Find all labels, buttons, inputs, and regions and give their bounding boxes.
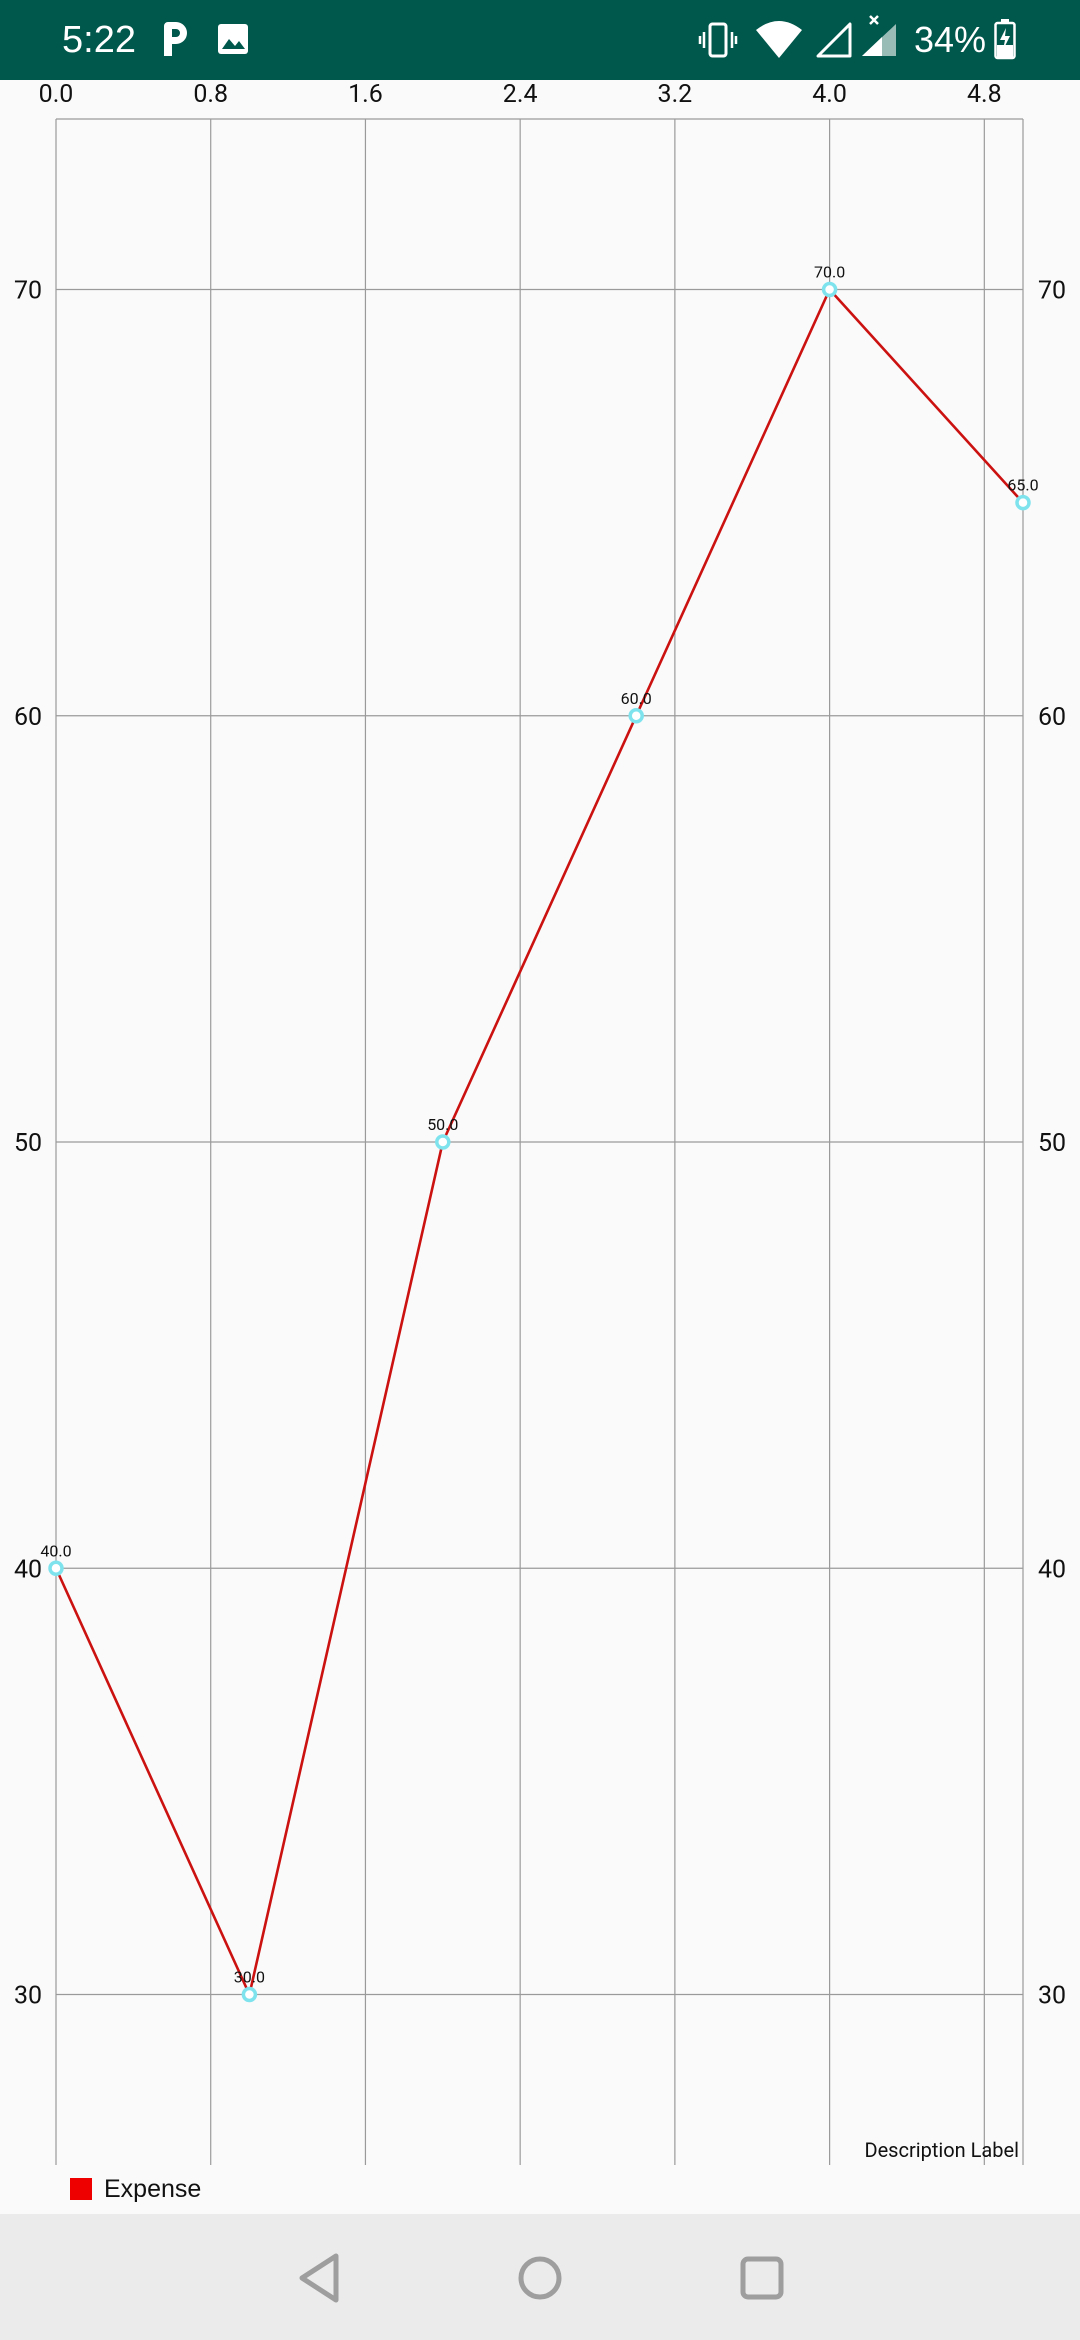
y-left-tick-label: 50: [14, 1129, 42, 1158]
signal-icon: [862, 15, 896, 56]
y-left-tick-label: 60: [14, 703, 42, 732]
home-icon[interactable]: [504, 2242, 576, 2314]
x-tick-label: 1.6: [348, 80, 383, 109]
data-value-label: 60.0: [621, 689, 652, 708]
back-icon[interactable]: [284, 2242, 356, 2314]
data-point: [628, 708, 644, 724]
signal-empty-icon: [816, 22, 852, 58]
status-time: 5:22: [62, 19, 136, 61]
data-value-label: 70.0: [814, 263, 845, 282]
data-value-label: 65.0: [1007, 476, 1038, 495]
line-chart[interactable]: 0.0 0.8 1.6 2.4 3.2 4.0 4.8 30 40 50 60 70 30 40 50 60 7…: [0, 80, 1080, 2214]
data-point: [821, 281, 838, 298]
battery-charging-icon: [994, 19, 1016, 60]
y-right-tick-label: 70: [1038, 277, 1066, 306]
x-tick-label: 0.8: [193, 80, 228, 109]
y-right-tick-label: 30: [1038, 1982, 1066, 2011]
y-left-tick-label: 70: [14, 277, 42, 306]
data-value-label: 30.0: [234, 1968, 265, 1987]
y-right-tick-label: 50: [1038, 1129, 1066, 1158]
data-value-label: 50.0: [427, 1115, 458, 1134]
description-label: Description Label: [864, 2138, 1019, 2162]
y-left-tick-label: 40: [14, 1555, 42, 1584]
parking-icon: [164, 22, 187, 56]
y-right-tick-label: 40: [1038, 1555, 1066, 1584]
recents-icon[interactable]: [726, 2242, 798, 2314]
line-chart-svg[interactable]: 0.0 0.8 1.6 2.4 3.2 4.0 4.8 30 40 50 60 70 30 40 50 60 7…: [0, 80, 1080, 2214]
battery-percent: 34%: [914, 19, 987, 60]
legend-label-expense: Expense: [104, 2175, 202, 2203]
image-icon: [218, 24, 248, 54]
legend-swatch-expense: [70, 2178, 92, 2200]
x-tick-label: 4.8: [967, 80, 1002, 109]
status-bar: 5:22 34%: [0, 0, 1080, 80]
navigation-bar: [0, 2214, 1080, 2340]
data-point: [1015, 494, 1031, 511]
x-tick-label: 0.0: [39, 80, 74, 109]
data-point: [435, 1134, 451, 1150]
x-tick-label: 4.0: [812, 80, 847, 109]
series-line-expense: [54, 288, 1024, 1996]
y-right-tick-label: 60: [1038, 703, 1066, 732]
x-tick-label: 3.2: [658, 80, 693, 109]
x-tick-label: 2.4: [503, 80, 538, 109]
y-left-tick-label: 30: [14, 1982, 42, 2011]
vibrate-icon: [698, 22, 738, 58]
data-point: [48, 1560, 64, 1576]
data-point: [241, 1986, 258, 2003]
data-value-label: 40.0: [40, 1541, 71, 1560]
wifi-icon: [756, 21, 802, 58]
